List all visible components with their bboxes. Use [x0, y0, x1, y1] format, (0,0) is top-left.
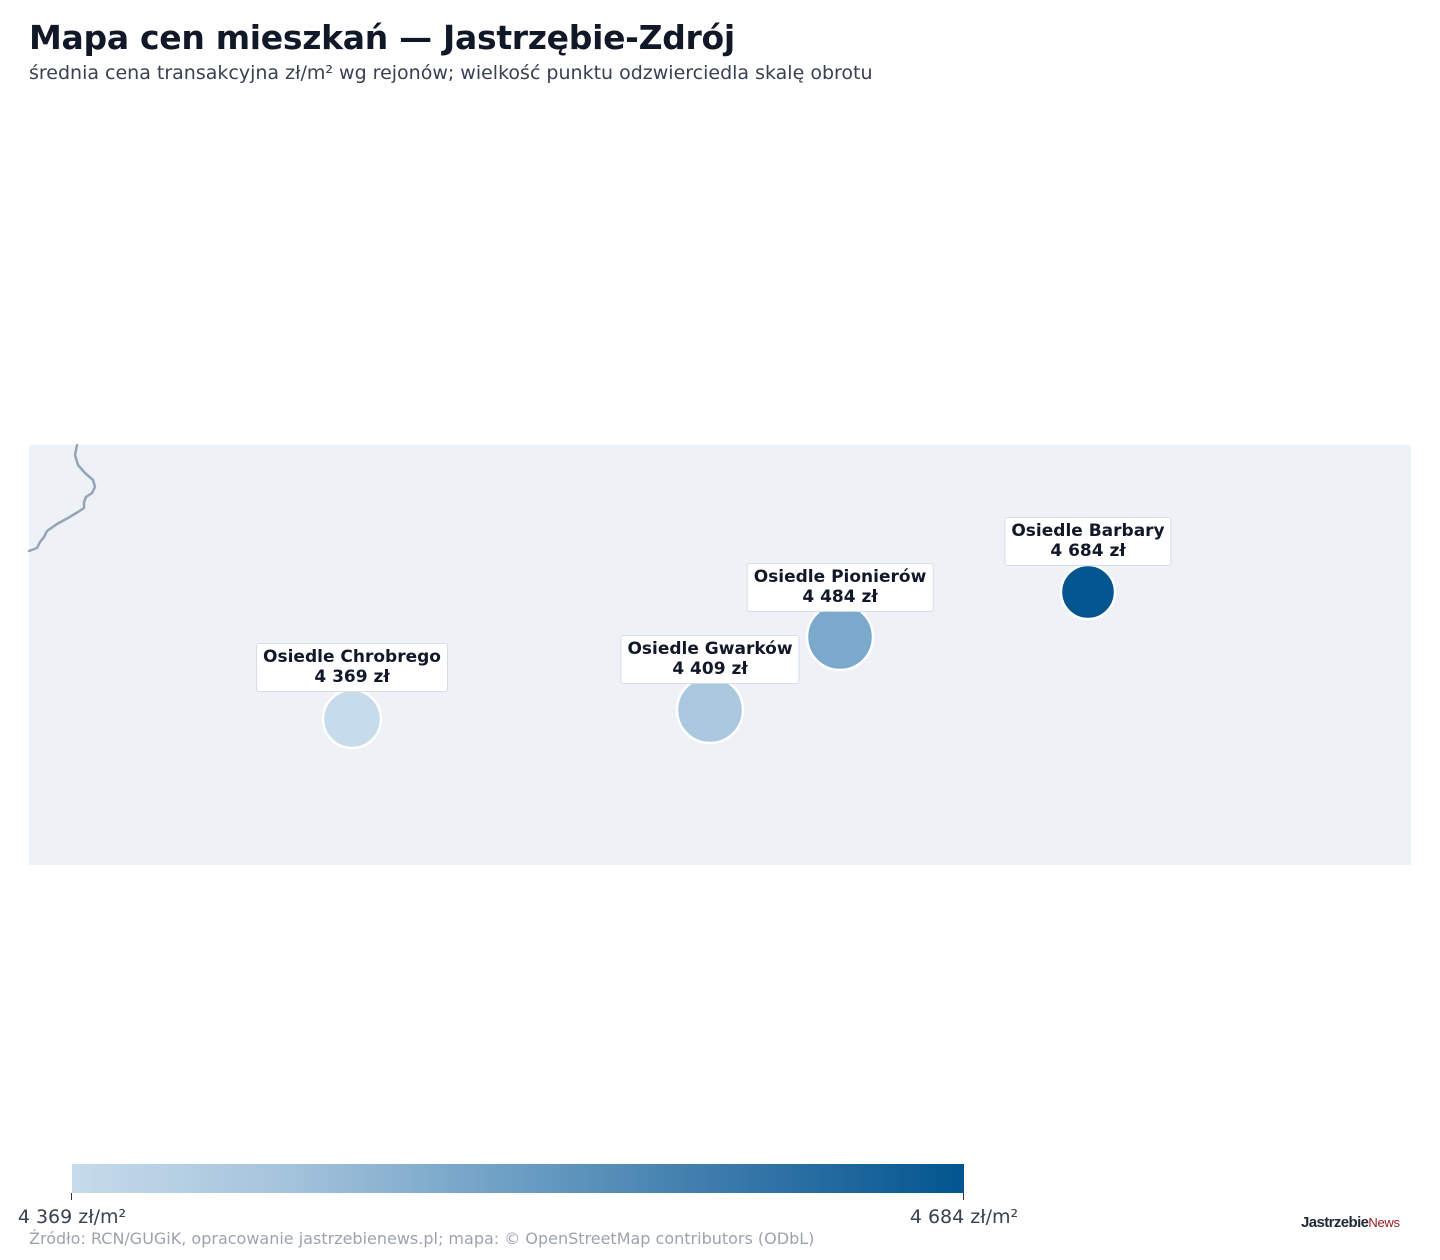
district-label-osiedle-barbary: Osiedle Barbary 4 684 zł	[1004, 517, 1172, 566]
district-label-osiedle-pionier-w: Osiedle Pionierów 4 484 zł	[746, 563, 934, 612]
district-label-osiedle-chrobrego: Osiedle Chrobrego 4 369 zł	[256, 643, 448, 692]
district-marker-osiedle-pionier-w[interactable]	[805, 602, 875, 672]
page-title: Mapa cen mieszkań — Jastrzębie-Zdrój	[29, 18, 735, 57]
district-name: Osiedle Barbary	[1011, 521, 1165, 541]
district-label-osiedle-gwark-w: Osiedle Gwarków 4 409 zł	[620, 635, 800, 684]
border-line	[27, 443, 97, 553]
scale-max-tick	[963, 1193, 964, 1200]
logo-main-text: Jastrzebie	[1301, 1214, 1369, 1231]
district-price: 4 684 zł	[1050, 541, 1126, 561]
source-note: Źródło: RCN/GUGiK, opracowanie jastrzebi…	[29, 1229, 815, 1248]
district-marker-osiedle-gwark-w[interactable]	[675, 675, 745, 745]
scale-min-tick	[71, 1193, 72, 1200]
logo-accent-text: News	[1368, 1215, 1400, 1230]
district-marker-osiedle-barbary[interactable]	[1059, 563, 1117, 621]
scale-max-label: 4 684 zł/m²	[909, 1206, 1019, 1228]
district-marker-osiedle-chrobrego[interactable]	[321, 688, 383, 750]
page-subtitle: średnia cena transakcyjna zł/m² wg rejon…	[29, 62, 873, 84]
district-price: 4 484 zł	[802, 587, 878, 607]
district-name: Osiedle Pionierów	[753, 567, 927, 587]
district-price: 4 409 zł	[672, 659, 748, 679]
color-scale-bar	[72, 1164, 964, 1193]
district-points	[321, 563, 1117, 750]
district-name: Osiedle Gwarków	[627, 639, 793, 659]
district-name: Osiedle Chrobrego	[263, 647, 441, 667]
district-price: 4 369 zł	[314, 667, 390, 687]
site-logo[interactable]: JastrzebieNews	[1301, 1214, 1400, 1231]
scale-min-label: 4 369 zł/m²	[17, 1206, 127, 1228]
